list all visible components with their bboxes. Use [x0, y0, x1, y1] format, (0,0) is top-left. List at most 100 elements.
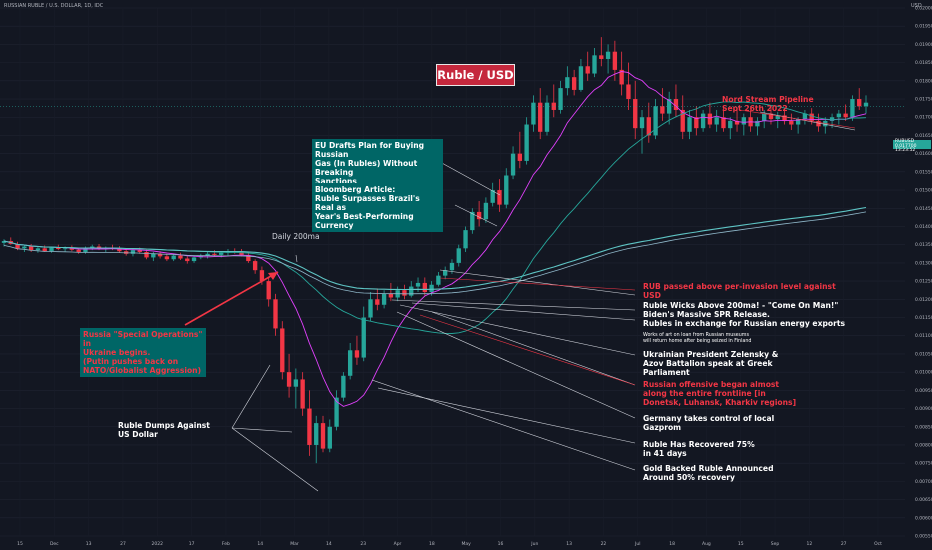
candle-body	[117, 248, 122, 252]
annotation-nord-stream: Nord Stream Pipeline Sept 26th 2022	[722, 95, 814, 113]
candle-body	[857, 99, 862, 107]
y-tick-label: 0.007000	[915, 479, 932, 485]
candle-body	[375, 299, 380, 305]
y-tick-label: 0.018500	[915, 60, 932, 66]
candle-body	[144, 251, 149, 258]
ma-200-secondary-line	[3, 211, 867, 295]
candle-body	[517, 153, 523, 161]
annotation-connector	[439, 269, 636, 296]
candle-body	[151, 253, 156, 258]
symbol-header: RUSSIAN RUBLE / U.S. DOLLAR, 1D, IDC	[4, 3, 104, 9]
candle-body	[368, 299, 373, 318]
price-tag-time: 13:23:52	[895, 148, 916, 153]
annotation-rub-above: RUB passed above per-invasion level agai…	[643, 282, 836, 300]
candle-body	[782, 115, 787, 121]
candle-body	[246, 254, 251, 262]
candle-body	[137, 250, 142, 252]
candle-body	[836, 113, 842, 118]
candle-body	[239, 251, 244, 255]
candle-body	[700, 113, 706, 129]
candle-body	[660, 106, 665, 114]
candle-body	[524, 124, 529, 161]
y-tick-label: 0.019000	[915, 42, 932, 48]
annotation-connector	[231, 364, 271, 429]
candle-body	[843, 113, 848, 118]
candle-body	[185, 258, 190, 262]
candle-body	[42, 248, 47, 252]
currency-label: USD	[911, 3, 922, 9]
candle-body	[578, 66, 584, 90]
current-price-tag: RUBUSD 0.017700 13:23:52	[893, 139, 931, 153]
y-tick-label: 0.020000	[915, 6, 932, 12]
x-tick-label: May	[462, 541, 472, 547]
candle-body	[252, 261, 258, 271]
candle-body	[531, 102, 536, 125]
annotation-gazprom: Germany takes control of local Gazprom	[643, 414, 775, 432]
x-tick-label: 12	[806, 541, 812, 547]
candle-body	[490, 190, 495, 203]
annotation-connector	[371, 379, 636, 471]
y-tick-label: 0.012000	[915, 297, 932, 303]
candle-body	[314, 423, 319, 445]
candle-body	[741, 117, 746, 125]
y-tick-label: 0.009000	[915, 406, 932, 412]
candle-body	[205, 253, 210, 256]
y-tick-label: 0.016500	[915, 133, 932, 139]
candle-body	[280, 328, 285, 373]
candle-body	[293, 379, 299, 387]
candle-body	[422, 282, 427, 293]
annotation-connector	[396, 311, 636, 419]
y-tick-label: 0.008000	[915, 442, 932, 448]
candle-body	[341, 375, 346, 398]
annotation-connector	[759, 111, 856, 131]
annotation-connector	[411, 302, 636, 321]
candle-body	[863, 102, 869, 107]
candle-body	[354, 350, 360, 358]
x-tick-label: Jun	[530, 541, 538, 547]
annotation-connector	[231, 427, 319, 492]
candle-body	[409, 286, 414, 296]
candle-body	[789, 120, 794, 125]
ma-200-line	[3, 206, 867, 291]
candle-body	[605, 51, 611, 59]
candle-body	[768, 113, 774, 120]
candle-body	[83, 248, 88, 252]
candle-body	[334, 397, 339, 427]
x-tick-label: 15	[738, 541, 744, 547]
candle-body	[558, 88, 563, 110]
annotation-eu-plan: EU Drafts Plan for Buying Russian Gas (I…	[312, 139, 443, 188]
candle-body	[347, 350, 353, 376]
candle-body	[171, 255, 176, 260]
candle-body	[714, 117, 719, 125]
candle-body	[565, 77, 570, 89]
candle-body	[15, 243, 20, 249]
candle-body	[551, 102, 556, 110]
y-tick-label: 0.007500	[915, 461, 932, 467]
candle-body	[762, 113, 767, 121]
x-tick-label: Jul	[634, 541, 640, 547]
annotation-recovered: Ruble Has Recovered 75% in 41 days	[643, 440, 755, 458]
candle-body	[463, 230, 468, 249]
candle-body	[130, 250, 136, 254]
candle-body	[694, 117, 699, 129]
candle-body	[592, 55, 597, 74]
candle-body	[191, 257, 197, 262]
x-tick-label: Feb	[222, 541, 230, 547]
y-tick-label: 0.011500	[915, 315, 932, 321]
candle-body	[286, 372, 292, 387]
candle-body	[476, 211, 482, 220]
x-tick-label: 22	[601, 541, 607, 547]
y-tick-label: 0.017500	[915, 97, 932, 103]
annotation-zelensky: Ukrainian President Zelensky & Azov Batt…	[643, 350, 779, 377]
candle-body	[429, 284, 434, 293]
candle-body	[816, 120, 821, 127]
x-tick-label: 13	[566, 541, 572, 547]
x-tick-label: 18	[429, 541, 435, 547]
y-tick-label: 0.006500	[915, 497, 932, 503]
chart-title: Ruble / USD	[436, 64, 515, 86]
candle-body	[266, 281, 271, 300]
x-tick-label: Aug	[702, 541, 711, 547]
annotation-connector	[399, 304, 636, 356]
candle-body	[219, 252, 224, 255]
